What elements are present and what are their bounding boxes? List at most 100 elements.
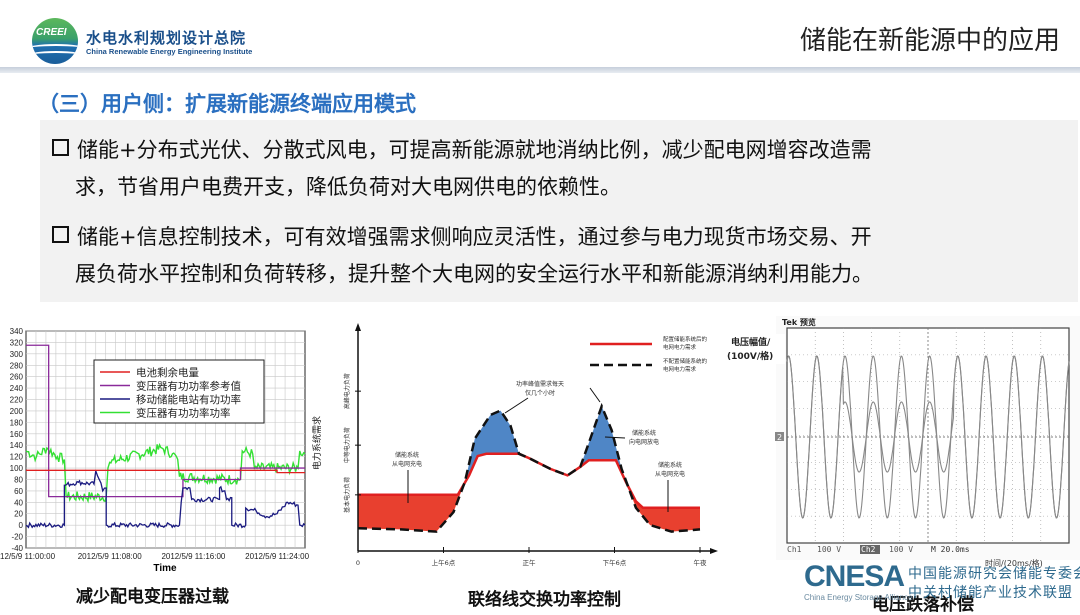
- y-tick-label: -40: [11, 544, 23, 553]
- channel-2-label: Ch2: [861, 545, 876, 554]
- annotation: 储能系统: [395, 451, 419, 459]
- x-tick-label: 2012/5/9 11:24:00: [245, 552, 309, 561]
- y-tick-label: 300: [10, 350, 24, 359]
- header-divider: [0, 67, 1080, 73]
- annotation: 向电网放电: [629, 438, 659, 446]
- ground-marker-icon: [775, 432, 784, 441]
- x-tick-label: 上午6点: [432, 558, 456, 567]
- caption-chart-2: 联络线交换功率控制: [468, 590, 621, 610]
- scope-y-label: (100V/格): [727, 350, 773, 362]
- legend-label: 变压器有功功率参考值: [136, 380, 241, 393]
- bullet-text: 储能+信息控制技术，可有效增强需求侧响应灵活性，通过参与电力现货市场交易、开: [77, 225, 872, 249]
- page-title: 储能在新能源中的应用: [799, 26, 1060, 56]
- section-title: （三）用户侧：扩展新能源终端应用模式: [38, 92, 416, 116]
- annotation: 储能系统: [632, 429, 656, 437]
- legend-label: 电网电力需求: [663, 343, 697, 351]
- series-line-1: [26, 469, 305, 474]
- channel-2-scale: 100 V: [889, 545, 913, 554]
- y-tick-label: 180: [10, 418, 24, 427]
- x-axis-arrow-icon: [710, 548, 718, 554]
- y-tick-label: 80: [14, 475, 23, 484]
- channel-1-label: Ch1: [787, 545, 802, 554]
- series-line-4: [25, 442, 306, 504]
- y-tick-label: 高峰电力负荷: [343, 373, 351, 409]
- x-axis-label: Time: [153, 563, 177, 574]
- y-tick-label: 220: [10, 396, 24, 405]
- y-tick-label: 中等电力负荷: [343, 427, 351, 463]
- channel-1-scale: 100 V: [817, 545, 841, 554]
- series-line-3: [25, 470, 306, 529]
- y-tick-label: 20: [14, 510, 23, 519]
- channel-2-badge: [860, 545, 880, 554]
- legend-label: 移动储能电站有功功率: [136, 393, 241, 406]
- x-tick-label: 午夜: [694, 558, 708, 567]
- y-tick-label: 40: [14, 498, 23, 507]
- legend-label: 变压器有功功率功率: [136, 407, 231, 420]
- scope-header: Tek 预览: [782, 317, 816, 327]
- y-tick-label: 100: [10, 464, 24, 473]
- annotation: 从电网充电: [655, 470, 685, 478]
- y-axis-arrow-icon: [355, 323, 361, 331]
- y-tick-label: 120: [10, 453, 24, 462]
- x-tick-label: 正午: [523, 558, 537, 567]
- cnesa-line2: 中关村储能产业技术联盟: [908, 585, 1073, 601]
- scope-trace-ch2: [786, 355, 1070, 519]
- bullet-text: 求，节省用户电费开支，降低负荷对大电网供电的依赖性。: [75, 175, 621, 199]
- y-tick-label: -20: [11, 533, 23, 542]
- org-name-en: China Renewable Energy Engineering Insti…: [86, 47, 253, 56]
- annotation: 从电网充电: [392, 460, 422, 468]
- y-tick-label: 160: [10, 430, 24, 439]
- logo-text: CREEI: [36, 27, 67, 38]
- scope-x-label: 时间/(20ms/格): [985, 558, 1043, 568]
- y-tick-label: 320: [10, 338, 24, 347]
- org-name-cn: 水电水利规划设计总院: [86, 29, 247, 47]
- bullet-item: 储能+分布式光伏、分散式风电，可提高新能源就地消纳比例，减少配电网增容改造需 求…: [52, 132, 1062, 206]
- annotation: 储能系统: [658, 461, 682, 469]
- logo-wave: [32, 44, 78, 54]
- x-tick-label: 2012/5/9 11:16:00: [161, 552, 225, 561]
- bullet-text: 储能+分布式光伏、分散式风电，可提高新能源就地消纳比例，减少配电网增容改造需: [77, 138, 872, 162]
- x-tick-label: 下午6点: [603, 558, 627, 567]
- timebase-background: [930, 545, 978, 554]
- checkbox-square-icon: [52, 139, 69, 156]
- y-tick-label: 140: [10, 441, 24, 450]
- annotation-arrow: [504, 397, 529, 414]
- legend-label: 电网电力需求: [663, 365, 697, 373]
- y-tick-label: 60: [14, 487, 23, 496]
- checkbox-square-icon: [52, 226, 69, 243]
- bullet-item: 储能+信息控制技术，可有效增强需求侧响应灵活性，通过参与电力现货市场交易、开 展…: [52, 219, 1062, 293]
- ylabel-background: [727, 334, 785, 364]
- creei-logo: CREEI: [32, 18, 78, 64]
- scope-y-label: 电压幅值/: [731, 336, 771, 348]
- cnesa-line1: 中国能源研究会储能专委会: [908, 566, 1080, 582]
- y-tick-label: 340: [10, 327, 24, 336]
- y-tick-label: 0: [19, 521, 24, 530]
- annotation-arrow: [604, 436, 626, 439]
- legend-label: 不配置储能系统的: [663, 357, 708, 365]
- annotation: 仅几个小时: [525, 389, 555, 397]
- timebase: M 20.0ms: [931, 545, 970, 554]
- x-tick-label: 2012/5/9 11:08:00: [78, 552, 142, 561]
- content-box: [40, 120, 1078, 302]
- y-tick-label: 280: [10, 361, 24, 370]
- legend-label: 配置储能系统后的: [663, 335, 708, 343]
- x-tick-label: 12/5/9 11:00:00: [0, 552, 56, 561]
- series-line-without-storage: [357, 402, 701, 533]
- annotation-arrow: [589, 387, 601, 403]
- y-tick-label: 200: [10, 407, 24, 416]
- bullet-text: 展负荷水平控制和负荷转移，提升整个大电网的安全运行水平和新能源消纳利用能力。: [75, 262, 873, 286]
- caption-chart-1: 减少配电变压器过载: [76, 587, 229, 607]
- logo-wave: [32, 51, 78, 61]
- ground-marker-label: 2: [777, 433, 782, 442]
- cnesa-sub: China Energy Storage Alliance: [804, 593, 913, 602]
- x-tick-label: 0: [356, 559, 360, 567]
- annotation: 功率峰值需求每天: [516, 380, 564, 388]
- y-tick-label: 260: [10, 373, 24, 382]
- y-tick-label: 基本电力负荷: [343, 477, 351, 513]
- y-axis-label: 电力系统需求: [311, 416, 323, 470]
- legend-label: 电池剩余电量: [136, 366, 199, 379]
- y-tick-label: 240: [10, 384, 24, 393]
